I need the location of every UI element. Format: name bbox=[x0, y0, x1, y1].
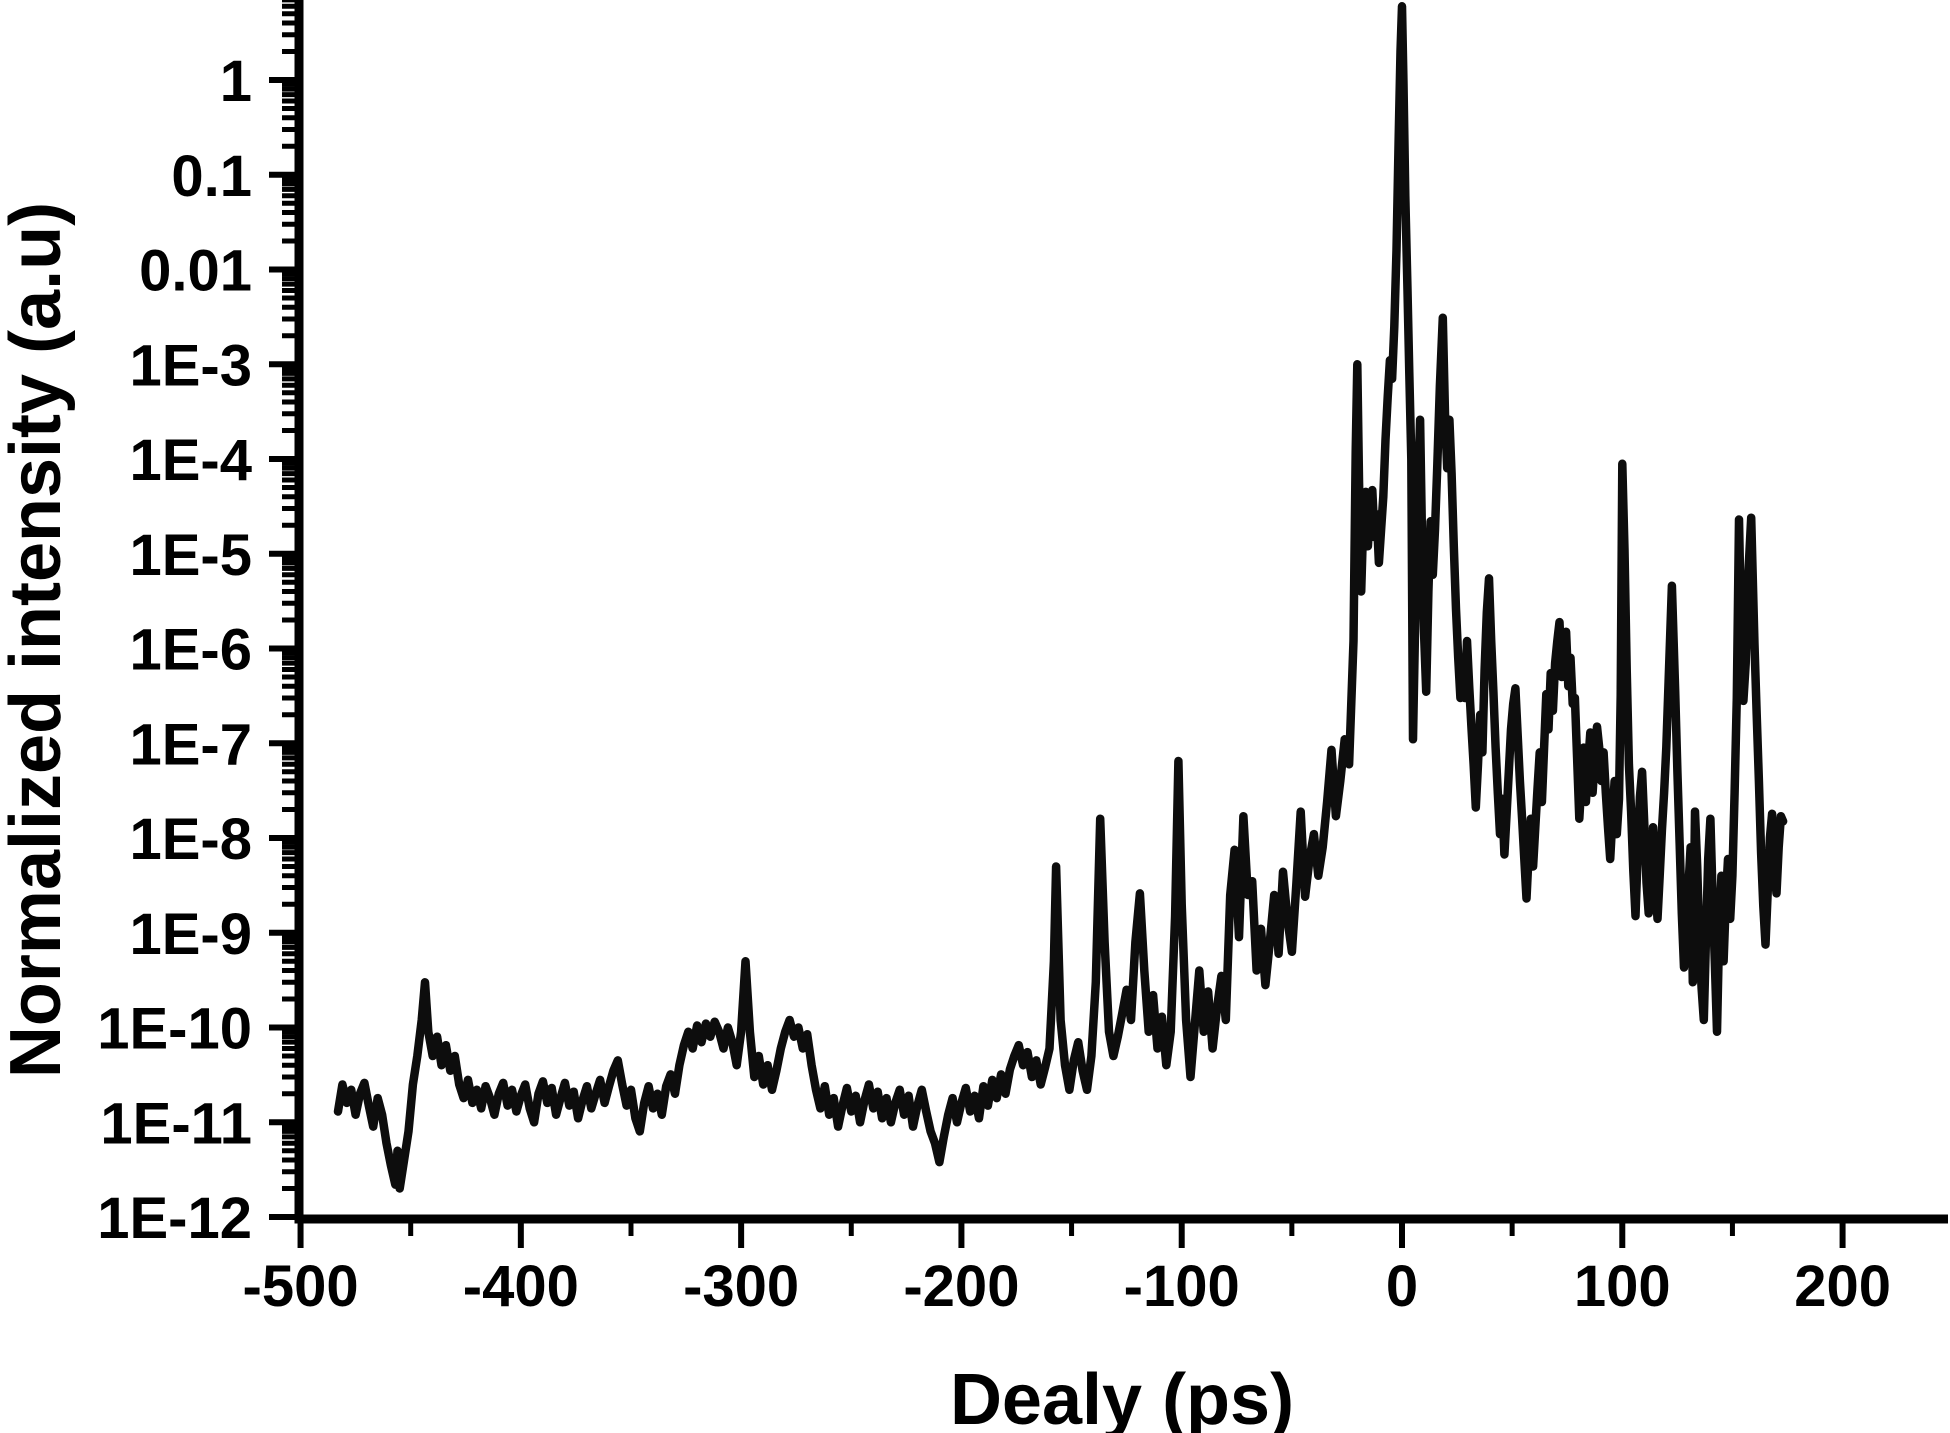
y-tick-label: 0.01 bbox=[139, 239, 252, 304]
y-tick-label: 1E-3 bbox=[129, 333, 252, 398]
y-tick-label: 1E-8 bbox=[129, 807, 252, 872]
y-tick-label: 1E-10 bbox=[97, 997, 252, 1062]
x-major-ticks bbox=[297, 1219, 1846, 1248]
x-tick-label: -500 bbox=[243, 1254, 359, 1319]
x-tick-label: -400 bbox=[463, 1254, 579, 1319]
y-tick-label: 1E-9 bbox=[129, 902, 252, 967]
x-tick-label: -200 bbox=[903, 1254, 1019, 1319]
y-tick-label: 1E-12 bbox=[97, 1186, 252, 1251]
data-series-line bbox=[333, 2, 1788, 1193]
x-tick-label: 0 bbox=[1386, 1254, 1418, 1319]
y-tick-label: 1E-7 bbox=[129, 712, 252, 777]
y-tick-label: 1 bbox=[220, 49, 252, 114]
y-tick-label: 1E-4 bbox=[129, 428, 252, 493]
y-tick-label: 0.1 bbox=[171, 144, 252, 209]
x-tick-labels: -500 -400 -300 -200 -100 0 100 200 bbox=[243, 1254, 1891, 1319]
y-tick-label: 1E-11 bbox=[100, 1091, 252, 1156]
y-tick-label: 1E-6 bbox=[129, 618, 252, 683]
x-tick-label: 200 bbox=[1794, 1254, 1891, 1319]
x-axis-title: Dealy (ps) bbox=[950, 1360, 1294, 1433]
x-tick-label: -300 bbox=[683, 1254, 799, 1319]
x-tick-label: 100 bbox=[1574, 1254, 1671, 1319]
y-tick-labels: 1 0.1 0.01 1E-3 1E-4 1E-5 1E-6 1E-7 1E-8 1E-9 1E-1… bbox=[97, 49, 252, 1251]
y-axis-title: Normalized intensity (a.u) bbox=[0, 202, 76, 1078]
y-major-ticks bbox=[269, 77, 299, 1220]
y-tick-label: 1E-5 bbox=[129, 523, 252, 588]
x-tick-label: -100 bbox=[1124, 1254, 1240, 1319]
